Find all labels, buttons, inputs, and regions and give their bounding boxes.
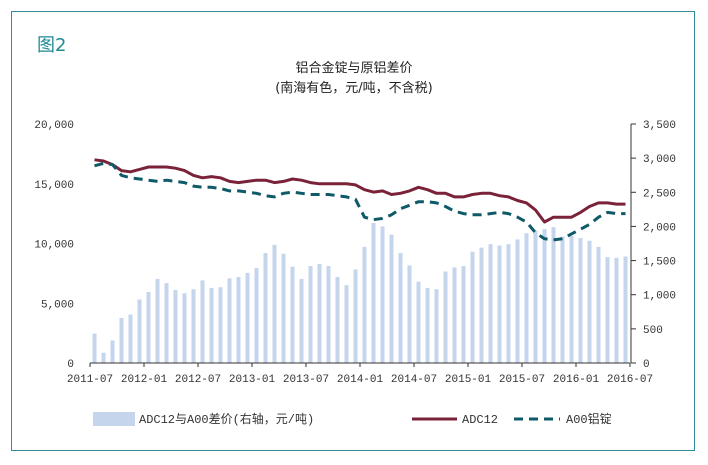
bar-series [92,223,628,363]
bar [182,293,187,363]
chart-title: 铝合金锭与原铝差价 [295,61,413,76]
bar [443,271,448,363]
legend: ADC12与A00差价(右轴，元/吨) ADC12 A00铝锭 [93,411,612,427]
a00-line [94,161,626,242]
bar [587,240,592,363]
bar [479,247,484,363]
y-left-tick-label: 0 [67,359,74,371]
y-right-tick-label: 0 [643,359,650,371]
bar [344,285,349,363]
bar [407,265,412,363]
adc12-line [94,158,626,224]
bar [191,289,196,363]
bar [506,244,511,363]
bar [560,236,565,363]
bar [389,234,394,363]
bar [200,280,205,363]
y-right-tick-label: 500 [643,325,663,337]
bar [569,235,574,363]
bar [371,223,376,363]
bar [254,268,259,363]
bar [236,276,241,363]
bar [497,245,502,363]
bar [245,272,250,363]
bar [470,251,475,363]
x-tick-label: 2016-01 [553,374,600,386]
bar [164,283,169,363]
chart-subtitle: (南海有色，元/吨，不含税) [275,81,433,96]
bar [299,279,304,363]
y-right-tick-label: 2,500 [643,188,676,200]
x-tick-label: 2011-07 [67,374,113,386]
bar [380,226,385,363]
bar [173,289,178,363]
bar [596,246,601,363]
bar [137,299,142,363]
bar [308,266,313,363]
bar [452,267,457,363]
y-left-tick-label: 10,000 [34,240,74,252]
legend-swatch-bar [93,412,135,426]
y-left-tick-label: 15,000 [34,180,74,192]
figure-label: 图2 [37,35,67,56]
bar [263,253,268,363]
legend-label-a00: A00铝锭 [566,411,612,427]
bar [542,229,547,363]
x-tick-label: 2016-07 [607,374,653,386]
legend-label-bar: ADC12与A00差价(右轴，元/吨) [139,411,314,427]
x-tick-label: 2012-07 [175,374,221,386]
bar [119,317,124,363]
bar [326,266,331,363]
bar [362,246,367,363]
bar [623,256,628,363]
bar [101,352,106,363]
y-right-tick-label: 2,000 [643,222,676,234]
bar [398,253,403,363]
bar [209,287,214,363]
y-right-tick-label: 1,500 [643,257,676,269]
x-tick-label: 2012-01 [121,374,168,386]
bar [146,291,151,363]
bar [218,287,223,363]
axes: 20,000 15,000 10,000 5,000 0 3,500 3,000 2,500 2… [34,120,676,386]
bar [92,333,97,363]
bar [155,279,160,363]
bar [128,314,133,363]
bar [488,244,493,363]
x-tick-label: 2014-07 [391,374,437,386]
bar [551,227,556,363]
bar [425,287,430,363]
x-tick-label: 2014-01 [337,374,384,386]
y-left-tick-label: 5,000 [41,299,74,311]
bar [524,233,529,363]
y-left-tick-label: 20,000 [34,120,74,132]
y-right-tick-label: 1,000 [643,291,676,303]
bar [353,269,358,363]
bar [416,281,421,363]
y-right-tick-label: 3,000 [643,154,676,166]
x-tick-label: 2015-01 [445,374,492,386]
bar [614,257,619,363]
bar [317,263,322,363]
x-tick-label: 2013-01 [229,374,276,386]
line-series [94,158,626,242]
bar [110,340,115,363]
bar [272,244,277,363]
bar [227,278,232,363]
bar [605,257,610,363]
bar [335,276,340,363]
bar [290,266,295,363]
x-tick-label: 2015-07 [499,374,545,386]
bar [434,289,439,363]
bar [533,230,538,363]
bar [578,238,583,363]
bar [461,266,466,363]
y-right-tick-label: 3,500 [643,120,676,132]
figure-frame [11,11,695,451]
bar [515,239,520,363]
legend-label-adc12: ADC12 [462,413,498,427]
x-tick-label: 2013-07 [283,374,329,386]
bar [281,253,286,363]
